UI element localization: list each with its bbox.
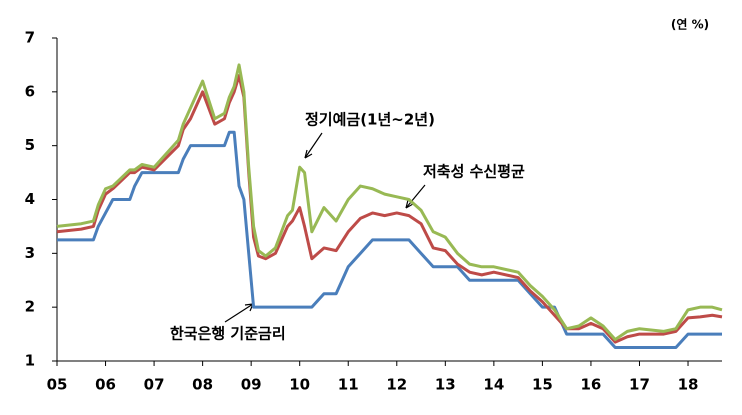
x-tick-label: 13 [435, 376, 456, 394]
x-tick-label: 05 [47, 376, 68, 394]
series-line [56, 74, 723, 344]
x-tick-label: 07 [144, 376, 165, 394]
y-tick-label: 3 [25, 244, 35, 262]
x-tick-label: 06 [95, 376, 116, 394]
unit-label: (연 %) [671, 17, 709, 32]
arrow-head [405, 199, 414, 209]
x-tick-label: 16 [581, 376, 602, 394]
y-tick-label: 7 [25, 29, 35, 47]
arrow-head [304, 149, 313, 159]
x-tick-label: 14 [483, 376, 504, 394]
x-tick-label: 12 [386, 376, 407, 394]
x-tick-label: 10 [289, 376, 310, 394]
y-tick-label: 4 [25, 190, 35, 208]
annotation: 정기예금(1년~2년) [305, 111, 435, 129]
y-tick-label: 1 [25, 352, 35, 370]
arrow [405, 184, 426, 209]
series-line [56, 63, 723, 341]
x-tick-label: 18 [678, 376, 699, 394]
x-tick-label: 08 [192, 376, 213, 394]
y-tick-label: 6 [25, 82, 35, 100]
series-line [57, 130, 722, 350]
arrow [224, 303, 254, 323]
arrow [304, 132, 323, 159]
y-tick-label: 2 [25, 298, 35, 316]
arrows [224, 132, 426, 323]
x-tick-label: 09 [241, 376, 262, 394]
annotation: 저축성 수신평균 [423, 163, 525, 181]
x-tick-label: 15 [532, 376, 553, 394]
x-tick-label: 11 [338, 376, 359, 394]
annotation: 한국은행 기준금리 [170, 325, 286, 343]
y-tick-label: 5 [25, 136, 35, 154]
x-tick-label: 17 [629, 376, 650, 394]
